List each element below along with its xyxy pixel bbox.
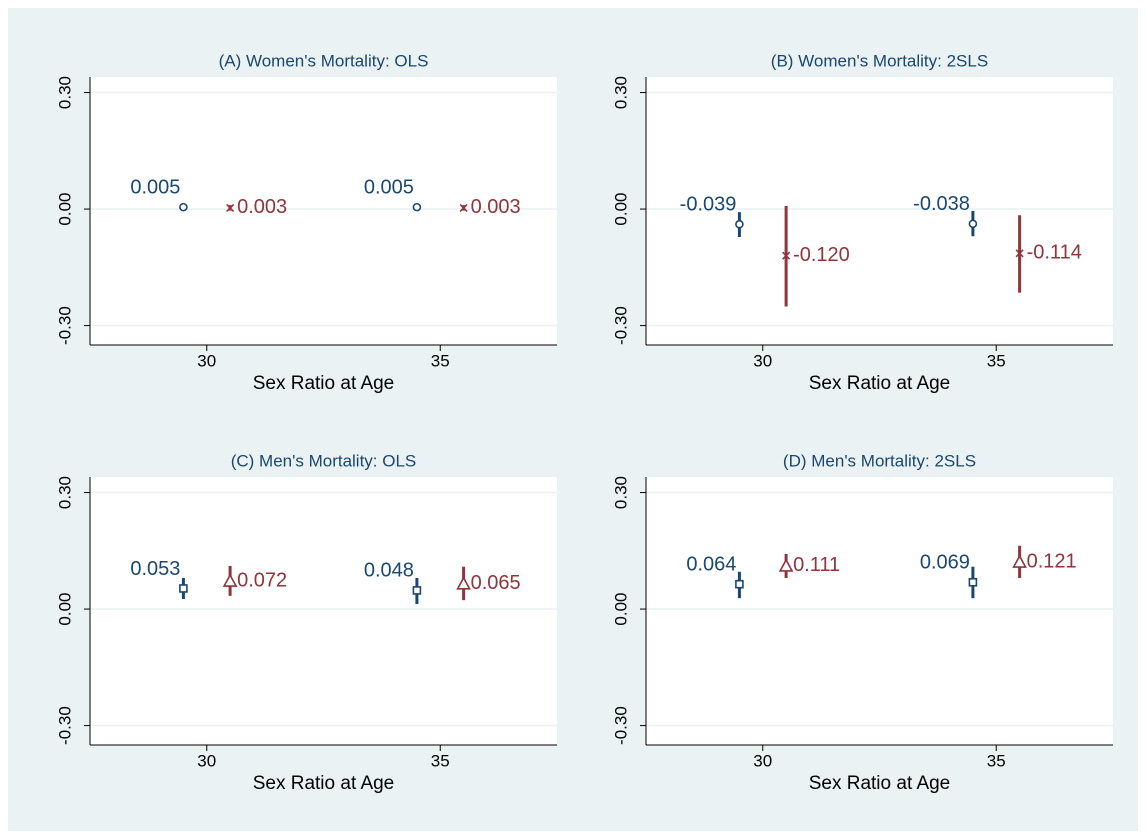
- x-tick-label: 35: [987, 351, 1006, 370]
- y-tick-label: 0.00: [611, 193, 630, 226]
- value-label: 0.003: [237, 196, 287, 218]
- y-tick-label: 0.30: [55, 76, 74, 109]
- marker: [735, 579, 744, 589]
- y-tick-label: -0.30: [611, 306, 630, 345]
- panel-title: (D) Men's Mortality: 2SLS: [783, 451, 976, 470]
- marker: [778, 558, 794, 572]
- marker: [412, 202, 422, 212]
- plot-area: [646, 477, 1113, 745]
- x-tick-label: 35: [431, 351, 450, 370]
- x-tick-label: 30: [753, 351, 772, 370]
- marker: [968, 577, 978, 587]
- y-tick-label: 0.30: [611, 476, 630, 509]
- marker: [412, 586, 422, 595]
- y-tick-label: 0.00: [55, 593, 74, 626]
- value-label: 0.121: [1027, 550, 1077, 572]
- plot-area: [90, 77, 557, 345]
- value-label: 0.048: [364, 560, 414, 582]
- y-tick-label: -0.30: [611, 706, 630, 745]
- value-label: -0.120: [793, 244, 850, 266]
- y-tick-label: -0.30: [55, 706, 74, 745]
- value-label: 0.003: [471, 196, 521, 218]
- marker: [735, 219, 744, 229]
- marker: [222, 573, 238, 587]
- marker: [782, 251, 791, 260]
- value-label: 0.111: [793, 554, 840, 576]
- y-tick-label: 0.00: [55, 193, 74, 226]
- marker: [968, 219, 978, 229]
- value-label: 0.072: [237, 569, 287, 591]
- y-tick-label: 0.30: [611, 76, 630, 109]
- marker: [456, 576, 471, 590]
- plot-area: [90, 477, 557, 745]
- marker: [226, 203, 235, 212]
- marker: [1012, 554, 1027, 568]
- value-label: 0.069: [920, 552, 970, 574]
- x-axis-label: Sex Ratio at Age: [253, 773, 395, 794]
- x-tick-label: 30: [197, 351, 216, 370]
- x-tick-label: 30: [753, 751, 772, 770]
- marker: [179, 202, 188, 212]
- x-axis-label: Sex Ratio at Age: [253, 373, 395, 394]
- value-label: 0.065: [471, 572, 521, 594]
- y-tick-label: 0.30: [55, 476, 74, 509]
- y-tick-label: -0.30: [55, 306, 74, 345]
- value-label: 0.005: [364, 176, 414, 198]
- x-axis-label: Sex Ratio at Age: [809, 773, 951, 794]
- x-tick-label: 30: [197, 751, 216, 770]
- panel-title: (C) Men's Mortality: OLS: [231, 451, 417, 470]
- marker: [459, 203, 468, 212]
- x-tick-label: 35: [431, 751, 450, 770]
- value-label: 0.005: [130, 176, 180, 198]
- panel-title: (B) Women's Mortality: 2SLS: [771, 51, 988, 70]
- value-label: -0.114: [1027, 242, 1082, 264]
- value-label: 0.053: [130, 558, 180, 580]
- value-label: -0.039: [680, 193, 737, 215]
- plot-area: [646, 77, 1113, 345]
- panel-title: (A) Women's Mortality: OLS: [219, 51, 429, 70]
- marker: [1015, 249, 1024, 258]
- x-axis-label: Sex Ratio at Age: [809, 373, 951, 394]
- y-tick-label: 0.00: [611, 593, 630, 626]
- marker: [179, 584, 188, 593]
- value-label: -0.038: [913, 193, 970, 215]
- x-tick-label: 35: [987, 751, 1006, 770]
- value-label: 0.064: [686, 553, 736, 575]
